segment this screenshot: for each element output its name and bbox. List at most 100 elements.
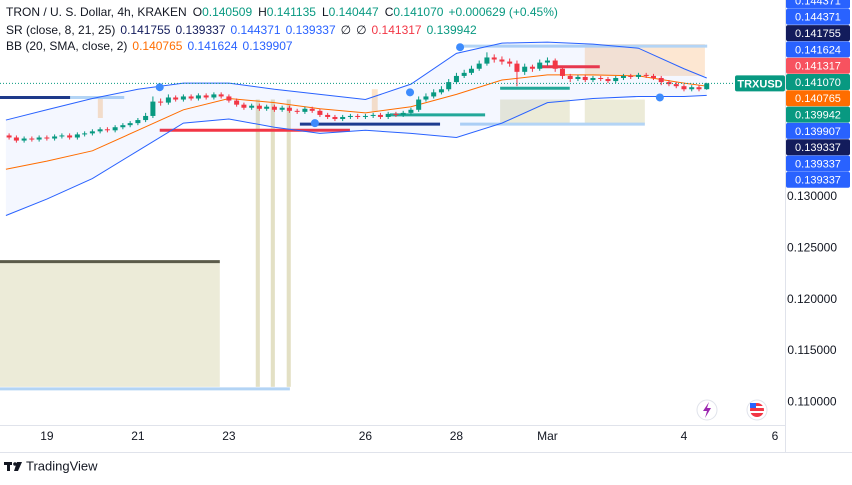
price-tag — [786, 74, 850, 90]
x-tick-label: 19 — [40, 429, 54, 443]
legend-item: 0.140765 — [132, 39, 182, 53]
legend-item: +0.000629 (+0.45%) — [448, 5, 557, 19]
price-tag — [786, 57, 850, 74]
candle-body — [234, 100, 240, 105]
x-tick-label: 21 — [131, 429, 145, 443]
price-tag-label: 0.139337 — [795, 175, 841, 187]
symbol-label: TRXUSD — [737, 78, 782, 90]
candle-body — [385, 113, 391, 117]
candle-body — [666, 82, 672, 85]
symbol-tag — [735, 75, 785, 92]
candle-body — [575, 76, 581, 80]
axes: 0.130000 0.125000 0.120000 0.115000 0.110000… — [40, 189, 837, 443]
price-tag — [786, 25, 850, 42]
candle-body — [211, 94, 217, 98]
price-tag-label: 0.139907 — [795, 126, 841, 138]
price-tag-label: 0.141317 — [795, 61, 841, 73]
candle-body — [507, 61, 513, 64]
candle-body — [21, 138, 27, 141]
candle-body — [309, 108, 315, 111]
legend-item: 0.140509 — [202, 5, 252, 19]
legend-item: ∅ — [341, 23, 351, 37]
candle-body — [188, 96, 194, 99]
candle-body — [544, 60, 550, 63]
sr-zone — [371, 89, 378, 112]
price-tag-label: 0.141070 — [795, 77, 841, 89]
candle-body — [249, 105, 255, 108]
candle-body — [36, 137, 42, 140]
sr-zone — [270, 99, 275, 387]
brand-logo[interactable]: TradingView — [4, 458, 98, 473]
candle-body — [74, 134, 80, 138]
candle-body — [559, 68, 565, 76]
logo-part — [13, 462, 17, 466]
legend-item: 0.141135 — [267, 5, 316, 19]
candle-body — [696, 87, 702, 90]
price-tag-label: 0.141624 — [795, 44, 841, 56]
candle-body — [218, 94, 224, 97]
x-tick-label: 6 — [772, 429, 779, 443]
candle-body — [302, 108, 308, 112]
x-tick-label: 4 — [681, 429, 688, 443]
pivot-marker — [456, 43, 465, 52]
candle-body — [673, 84, 679, 87]
price-tag — [786, 139, 850, 156]
legend-item: ∅ — [356, 23, 366, 37]
candle-body — [393, 113, 399, 115]
candle-body — [446, 82, 452, 90]
legend-item: 0.141317 — [372, 23, 422, 37]
price-tag — [786, 171, 850, 188]
candle-body — [400, 112, 406, 115]
candle-body — [453, 75, 459, 83]
candle-body — [552, 60, 558, 69]
candle-body — [173, 97, 179, 100]
candle-body — [423, 96, 429, 100]
candle-body — [143, 115, 149, 121]
sr-zone — [584, 44, 705, 76]
legend-item: L — [322, 5, 329, 19]
candle-body — [408, 109, 414, 113]
price-tag-label: 0.139337 — [795, 142, 841, 154]
price-tag-label: 0.139337 — [795, 158, 841, 170]
candle-body — [226, 96, 232, 101]
sr-zone — [286, 99, 291, 387]
legend-item: O — [193, 5, 202, 19]
lightning-glyph — [703, 402, 711, 418]
legend-item: 0.141624 — [187, 39, 237, 53]
price-tag-label: 0.140765 — [795, 93, 841, 105]
candle-body — [135, 120, 141, 124]
candle-body — [150, 101, 156, 116]
candle-body — [52, 136, 58, 139]
band-fill — [5, 42, 707, 216]
candle-body — [6, 135, 12, 138]
candle-body — [355, 115, 361, 117]
candle-body — [438, 89, 444, 93]
pivot-marker — [655, 93, 664, 102]
sr-zone — [500, 99, 570, 125]
y-tick-label: 0.125000 — [787, 240, 837, 254]
logo-part — [14, 462, 22, 471]
y-tick-label: 0.120000 — [787, 292, 837, 306]
logo-part — [7, 462, 10, 471]
candle-body — [468, 68, 474, 73]
candle-body — [704, 83, 710, 90]
candle-body — [120, 125, 126, 128]
candle-body — [325, 114, 331, 117]
candle-body — [203, 95, 209, 98]
candle-body — [362, 115, 368, 117]
x-tick-label: Mar — [537, 429, 558, 443]
legend-item: 0.139942 — [427, 23, 477, 37]
candle-body — [82, 133, 88, 135]
legend-item: H — [258, 5, 267, 19]
candle-body — [256, 105, 262, 109]
candle-body — [13, 137, 19, 141]
candle-body — [613, 77, 619, 82]
legend-item: 0.139337 — [286, 23, 336, 37]
candle-body — [112, 127, 118, 131]
y-tick-label: 0.110000 — [787, 394, 836, 408]
candle-body — [104, 129, 110, 131]
legend-item: 0.140447 — [329, 5, 379, 19]
price-tag-label: 0.141755 — [795, 28, 841, 40]
candle-body — [522, 66, 528, 72]
candle-body — [370, 114, 376, 116]
